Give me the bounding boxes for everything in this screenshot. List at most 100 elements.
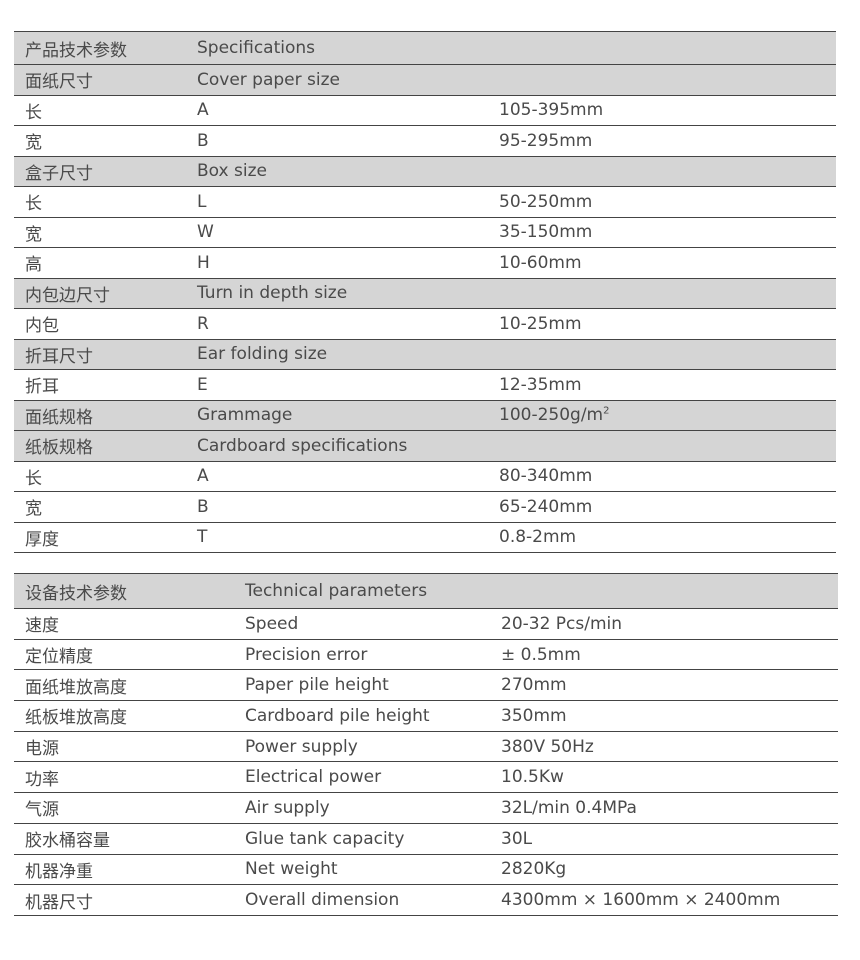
cell-text: T — [197, 527, 208, 548]
cell-text: 4300mm × 1600mm × 2400mm — [501, 890, 781, 911]
cell-text: 机器尺寸 — [25, 892, 93, 913]
cell-text: 定位精度 — [25, 647, 93, 668]
cell-cn: 内包边尺寸 — [14, 278, 186, 309]
cell-text: Cover paper size — [197, 69, 340, 90]
cell-text: 机器净重 — [25, 861, 93, 882]
cell-text: 折耳 — [25, 377, 59, 398]
table-row: 高 H 10-60mm — [14, 247, 836, 279]
cell-value: 10.5Kw — [490, 761, 838, 794]
cell-cn: 气源 — [14, 792, 234, 824]
cell-cn: 折耳尺寸 — [14, 339, 186, 370]
cell-cn: 宽 — [14, 217, 186, 248]
header-cn: 设备技术参数 — [14, 573, 234, 609]
table-row: 面纸堆放高度 Paper pile height 270mm — [14, 669, 838, 702]
cell-cn: 高 — [14, 247, 186, 279]
cell-text: 内包 — [25, 316, 59, 337]
cell-text: 纸板堆放高度 — [25, 708, 127, 729]
cell-text: 10-60mm — [499, 252, 582, 273]
table-row: 机器净重 Net weight 2820Kg — [14, 854, 838, 886]
cell-text: Precision error — [245, 644, 368, 665]
cell-cn: 胶水桶容量 — [14, 823, 234, 855]
cell-cn: 厚度 — [14, 522, 186, 553]
cell-value: 0.8-2mm — [488, 522, 836, 553]
cell-value: 350mm — [490, 700, 838, 732]
cell-text: 长 — [25, 468, 42, 489]
cell-text: 350mm — [501, 705, 567, 726]
technical-parameters-table: 设备技术参数 Technical parameters 速度 Speed 20-32… — [14, 573, 838, 916]
cell-en: W — [186, 217, 488, 248]
table-row: 长 A 80-340mm — [14, 461, 836, 492]
cell-en: Paper pile height — [234, 669, 490, 702]
cell-text: 10-25mm — [499, 313, 582, 334]
cell-cn: 盒子尺寸 — [14, 156, 186, 187]
cell-text: 270mm — [501, 675, 567, 696]
cell-en: Precision error — [234, 639, 490, 671]
table-row: 电源 Power supply 380V 50Hz — [14, 731, 838, 763]
cell-cn: 面纸尺寸 — [14, 64, 186, 96]
cell-text: 宽 — [25, 133, 42, 154]
table-row: 机器尺寸 Overall dimension 4300mm × 1600mm × 2… — [14, 884, 838, 916]
cell-value: 12-35mm — [488, 369, 836, 401]
superscript: 2 — [603, 405, 610, 417]
cell-text: 35-150mm — [499, 222, 593, 243]
table-row: 胶水桶容量 Glue tank capacity 30L — [14, 823, 838, 855]
cell-text: Ear folding size — [197, 344, 328, 365]
cell-value: 80-340mm — [488, 461, 836, 492]
cell-text: B — [197, 130, 209, 151]
cell-value — [488, 430, 836, 462]
table-header-row: 设备技术参数 Technical parameters — [14, 573, 838, 609]
cell-text: 12-35mm — [499, 374, 582, 395]
cell-value: 105-395mm — [488, 95, 836, 126]
cell-en: Power supply — [234, 731, 490, 763]
cell-value: 10-25mm — [488, 308, 836, 340]
header-value — [488, 31, 836, 65]
cell-en: Electrical power — [234, 761, 490, 794]
cell-text: Cardboard specifications — [197, 435, 408, 456]
group-row: 面纸规格 Grammage 100-250g/m2 — [14, 400, 836, 431]
cell-value: 50-250mm — [488, 186, 836, 218]
cell-text: 10.5Kw — [501, 767, 564, 788]
specifications-table: 产品技术参数 Specifications 面纸尺寸 Cover paper si… — [14, 31, 836, 553]
group-row: 盒子尺寸 Box size — [14, 156, 836, 187]
cell-text: Paper pile height — [245, 675, 389, 696]
cell-value: 100-250g/m2 — [488, 400, 836, 431]
table-row: 气源 Air supply 32L/min 0.4MPa — [14, 792, 838, 824]
cell-text: 20-32 Pcs/min — [501, 613, 623, 634]
cell-value: 270mm — [490, 669, 838, 702]
cell-value: ± 0.5mm — [490, 639, 838, 671]
header-en: Technical parameters — [234, 573, 490, 609]
cell-en: Box size — [186, 156, 488, 187]
cell-text: 高 — [25, 255, 42, 276]
table-row: 宽 B 65-240mm — [14, 491, 836, 523]
cell-text: A — [197, 100, 209, 121]
cell-text: Electrical power — [245, 767, 382, 788]
cell-value: 95-295mm — [488, 125, 836, 157]
cell-en: A — [186, 95, 488, 126]
cell-value — [488, 64, 836, 96]
cell-text: Grammage — [197, 405, 293, 426]
cell-cn: 机器尺寸 — [14, 884, 234, 916]
cell-text: 功率 — [25, 769, 59, 790]
cell-text: W — [197, 222, 214, 243]
cell-text: 105-395mm — [499, 100, 604, 121]
table-row: 宽 W 35-150mm — [14, 217, 836, 248]
cell-text: 32L/min 0.4MPa — [501, 797, 637, 818]
cell-value: 30L — [490, 823, 838, 855]
table-row: 折耳 E 12-35mm — [14, 369, 836, 401]
table-row: 长 A 105-395mm — [14, 95, 836, 126]
table-row: 宽 B 95-295mm — [14, 125, 836, 157]
group-row: 内包边尺寸 Turn in depth size — [14, 278, 836, 309]
cell-value: 380V 50Hz — [490, 731, 838, 763]
cell-text: 50-250mm — [499, 191, 593, 212]
header-value — [490, 573, 838, 609]
cell-cn: 长 — [14, 461, 186, 492]
cell-cn: 长 — [14, 95, 186, 126]
cell-value: 2820Kg — [490, 854, 838, 886]
cell-text: L — [197, 191, 207, 212]
header-cn: 产品技术参数 — [14, 31, 186, 65]
cell-text: 折耳尺寸 — [25, 346, 93, 367]
cell-text: 80-340mm — [499, 466, 593, 487]
cell-text: Glue tank capacity — [245, 828, 405, 849]
group-row: 纸板规格 Cardboard specifications — [14, 430, 836, 462]
cell-cn: 纸板堆放高度 — [14, 700, 234, 732]
